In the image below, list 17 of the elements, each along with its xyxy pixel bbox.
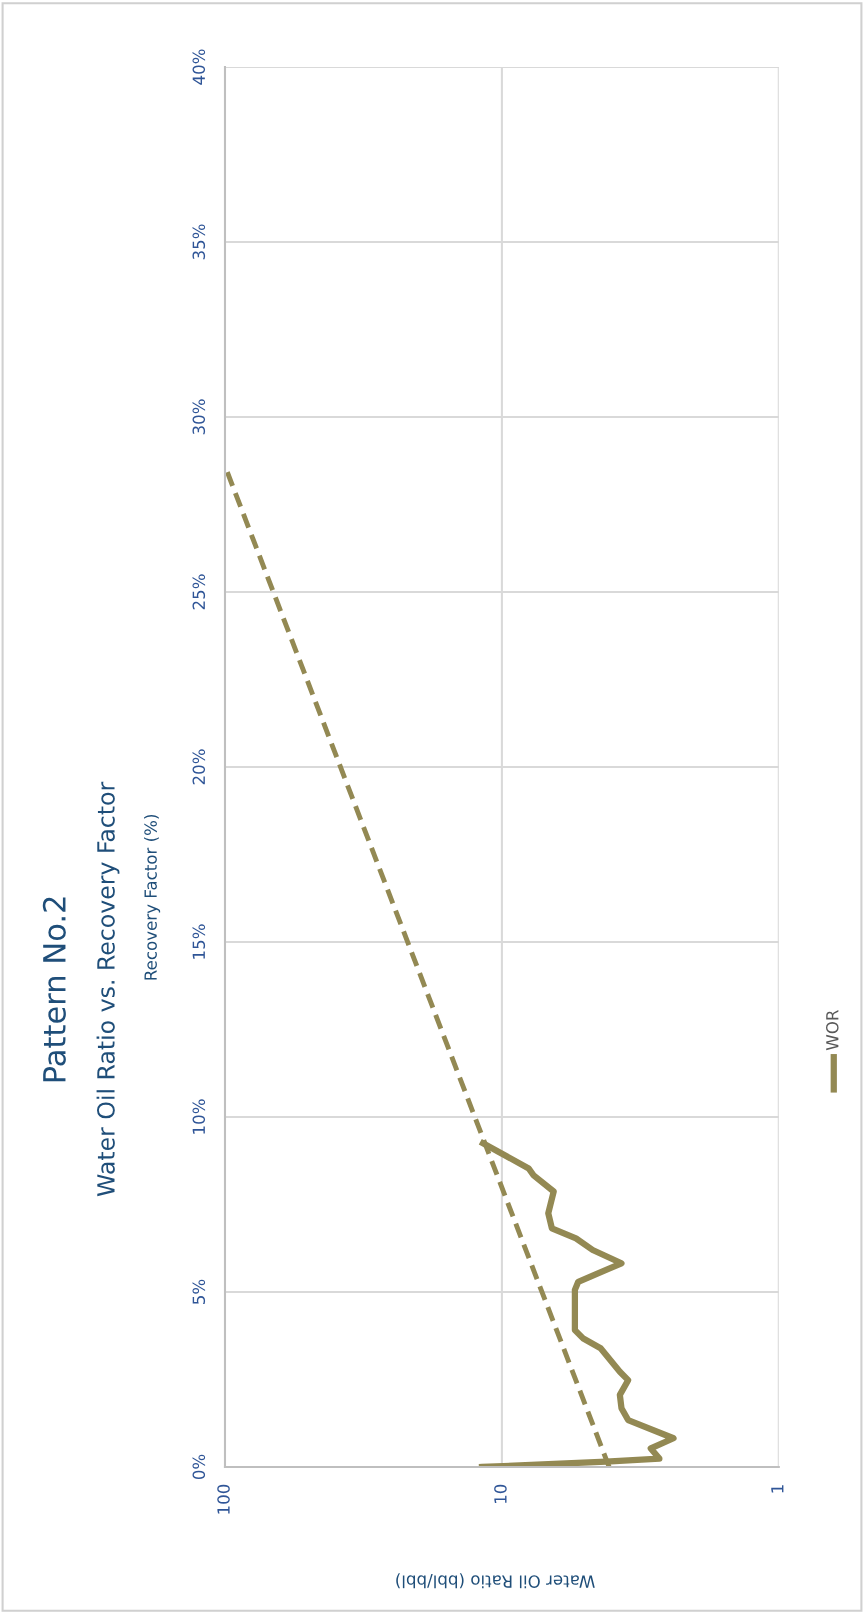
y-tick-label: 40% <box>192 49 206 85</box>
y-tick-label: 35% <box>192 224 206 260</box>
y-tick-label: 10% <box>192 1099 206 1134</box>
y-axis-title: Recovery Factor (%) <box>144 814 161 980</box>
text: Water Oil Ratio vs. Recovery Factor <box>96 781 120 1197</box>
x-tick-label: 100 <box>217 1484 230 1514</box>
y-tick-label: 30% <box>192 399 206 435</box>
x-axis-title: Water Oil Ratio (bbl/bbl) <box>396 1573 595 1589</box>
y-tick-label: 5% <box>192 1279 206 1304</box>
x-tick-label: 1 <box>771 1485 784 1493</box>
y-tick-label: 0% <box>192 1454 206 1480</box>
text: Pattern No.2 <box>42 897 66 1082</box>
y-tick-label: 15% <box>192 924 206 959</box>
x-tick-label: 10 <box>494 1484 507 1504</box>
text: WOR <box>825 1010 839 1051</box>
y-tick-label: 25% <box>192 574 206 610</box>
y-tick-label: 20% <box>192 749 206 785</box>
